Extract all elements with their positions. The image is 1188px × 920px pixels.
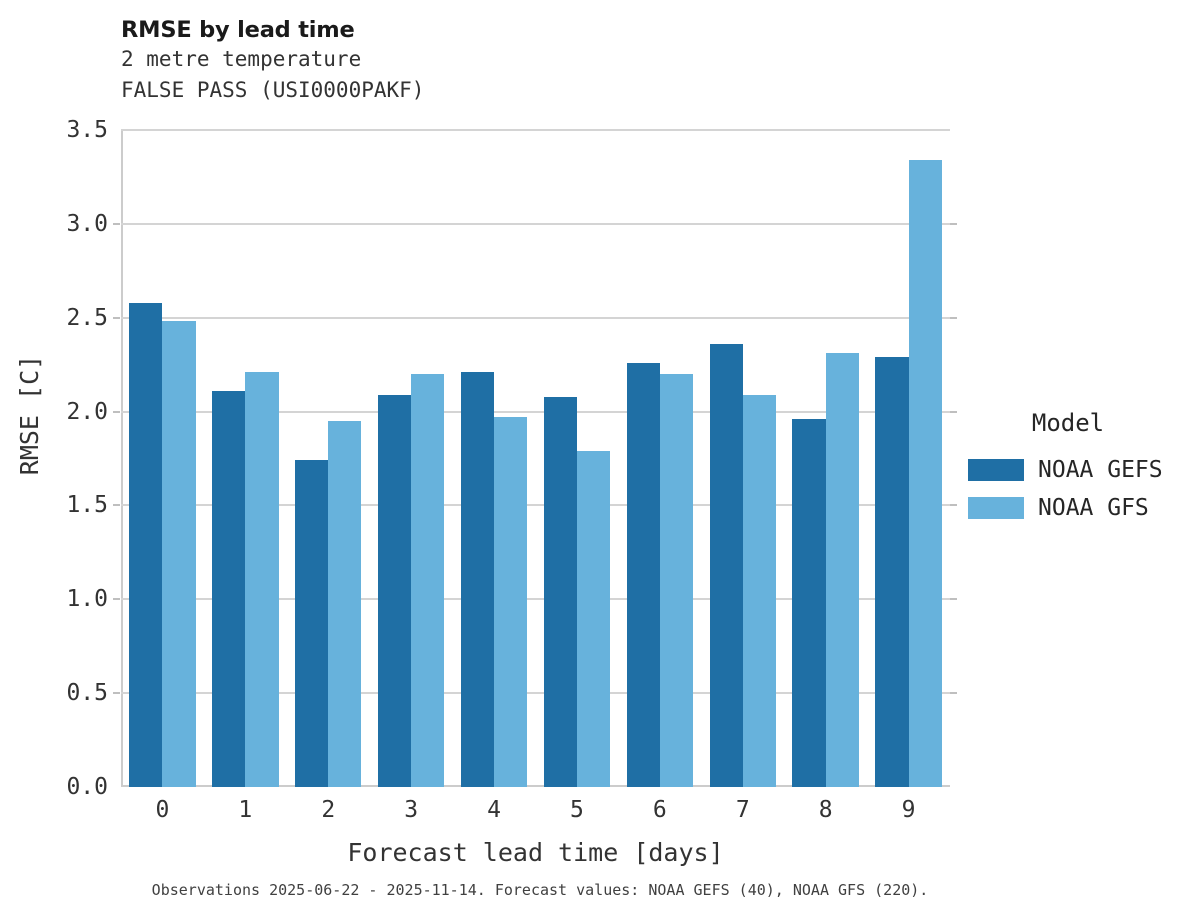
y-axis-tick-label: 0.5 bbox=[66, 680, 108, 707]
x-axis-tick-label: 4 bbox=[487, 797, 501, 823]
x-axis-tick-label: 8 bbox=[818, 797, 833, 823]
y-axis-tick-labels: 0.0 0.5 1.0 1.5 2.0 2.5 3.0 3.5 bbox=[0, 119, 108, 799]
legend: Model NOAA GEFS NOAA GFS bbox=[968, 408, 1183, 528]
legend-entry[interactable]: NOAA GFS bbox=[968, 490, 1183, 526]
bar bbox=[908, 160, 942, 787]
gridline bbox=[121, 692, 950, 695]
legend-label: NOAA GEFS bbox=[1038, 456, 1163, 483]
bar bbox=[742, 394, 776, 787]
bar bbox=[825, 353, 859, 787]
x-axis-tick-label: 9 bbox=[901, 797, 916, 823]
x-axis-tick-label: 3 bbox=[404, 797, 419, 823]
gridline bbox=[121, 410, 950, 413]
x-axis-tick-label: 0 bbox=[155, 797, 170, 823]
bar bbox=[709, 344, 743, 787]
y-axis-tick-right bbox=[950, 692, 957, 695]
gridline bbox=[121, 222, 950, 225]
bar bbox=[792, 419, 826, 787]
gridline bbox=[121, 129, 950, 131]
y-axis-tick-right bbox=[950, 410, 957, 413]
y-axis-tick bbox=[113, 410, 120, 413]
gridline bbox=[121, 316, 950, 319]
y-axis-tick bbox=[113, 598, 120, 601]
y-axis-tick-right bbox=[950, 222, 957, 225]
y-axis-tick-label: 2.0 bbox=[66, 398, 108, 425]
y-axis-tick-label: 3.0 bbox=[66, 210, 108, 237]
legend-entries: NOAA GEFS NOAA GFS bbox=[968, 452, 1183, 526]
y-axis-tick-label: 2.5 bbox=[66, 304, 108, 331]
plot-area bbox=[113, 129, 957, 787]
legend-label: NOAA GFS bbox=[1038, 494, 1149, 521]
x-axis-title: Forecast lead time [days] bbox=[347, 838, 724, 867]
chart-subtitle-station: FALSE PASS (USI0000PAKF) bbox=[121, 78, 425, 102]
y-axis-tick-label: 0.0 bbox=[66, 774, 108, 800]
x-axis-tick-label: 1 bbox=[238, 797, 253, 823]
x-axis-tick-label: 7 bbox=[735, 797, 750, 823]
legend-swatch bbox=[968, 459, 1024, 481]
y-axis-tick bbox=[113, 692, 120, 695]
bar bbox=[411, 374, 445, 787]
bar bbox=[245, 372, 279, 787]
bar bbox=[460, 372, 495, 787]
y-axis-tick-right bbox=[950, 598, 957, 601]
bar bbox=[162, 321, 196, 787]
x-axis-tick-label: 6 bbox=[652, 797, 667, 823]
gridline bbox=[121, 504, 950, 507]
page-title: RMSE by lead time bbox=[121, 17, 355, 43]
y-axis-tick-right bbox=[950, 316, 957, 319]
x-axis-tick-labels: 0 1 2 3 4 5 6 7 8 9 bbox=[121, 796, 950, 830]
y-axis-tick bbox=[113, 316, 120, 319]
y-axis-tick-label: 3.5 bbox=[66, 117, 108, 143]
y-axis-title: RMSE [C] bbox=[15, 354, 44, 476]
footer-note: Observations 2025-06-22 - 2025-11-14. Fo… bbox=[151, 881, 929, 899]
bar bbox=[129, 302, 163, 787]
legend-entry[interactable]: NOAA GEFS bbox=[968, 452, 1183, 488]
y-axis-tick-label: 1.5 bbox=[66, 492, 108, 519]
legend-swatch bbox=[968, 497, 1024, 519]
bar bbox=[494, 417, 528, 787]
y-axis-tick bbox=[113, 504, 120, 507]
title-block: RMSE by lead time 2 metre temperature FA… bbox=[121, 16, 941, 106]
plot-frame bbox=[121, 130, 950, 787]
bar bbox=[328, 420, 362, 787]
chart-subtitle-variable: 2 metre temperature bbox=[121, 47, 362, 71]
bar bbox=[377, 394, 412, 787]
legend-title: Model bbox=[1031, 409, 1105, 437]
bar bbox=[626, 362, 660, 787]
y-axis-tick-label: 1.0 bbox=[66, 586, 108, 613]
bar bbox=[543, 396, 577, 787]
x-axis-tick-label: 2 bbox=[321, 797, 336, 823]
bar bbox=[212, 390, 246, 787]
bar bbox=[659, 374, 693, 787]
gridline bbox=[121, 598, 950, 601]
bars-layer bbox=[121, 130, 950, 787]
bar bbox=[875, 357, 909, 787]
y-axis-tick-right bbox=[950, 504, 957, 507]
bar bbox=[295, 460, 329, 787]
bar bbox=[576, 451, 611, 787]
x-axis-tick-label: 5 bbox=[570, 797, 584, 823]
y-axis-tick bbox=[113, 222, 120, 225]
